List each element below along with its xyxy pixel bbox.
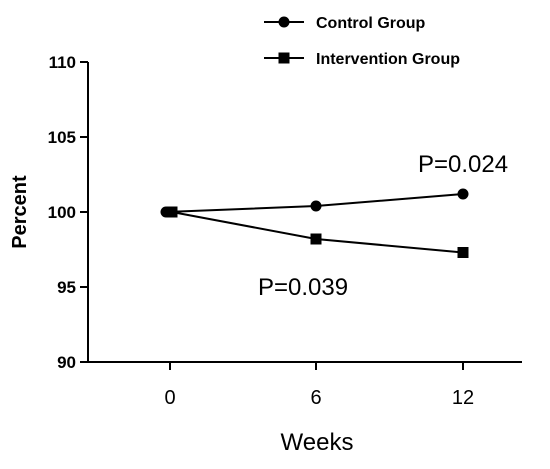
p-value-annotation: P=0.039: [258, 274, 348, 301]
x-axis-title: Weeks: [281, 429, 354, 456]
legend-marker-circle: [278, 16, 290, 28]
p-value-annotation: P=0.024: [418, 151, 508, 178]
data-point-circle: [457, 188, 469, 200]
series-line-intervention-group: [171, 211, 464, 254]
annotations: P=0.024 P=0.039: [258, 151, 508, 301]
y-tick-label: 100: [48, 203, 76, 222]
series-group: [160, 188, 469, 258]
data-point-square: [310, 233, 322, 245]
legend-label: Intervention Group: [316, 51, 460, 68]
legend: Control Group Intervention Group: [264, 15, 460, 68]
y-tick-label: 95: [57, 278, 76, 297]
legend-marker-square: [278, 52, 290, 64]
x-tick-label: 12: [452, 387, 474, 409]
y-tick-label: 105: [48, 128, 76, 147]
x-tick-label: 0: [164, 387, 175, 409]
y-tick-label: 90: [57, 353, 76, 372]
y-tick-label: 110: [49, 53, 76, 72]
data-point-circle: [310, 200, 322, 212]
data-point-square: [457, 247, 469, 258]
x-ticks: 0 6 12: [164, 362, 474, 409]
axes: [87, 62, 522, 363]
legend-label: Control Group: [316, 15, 426, 32]
y-ticks: 90 95 100 105 110: [48, 53, 88, 372]
x-tick-label: 6: [310, 387, 321, 409]
y-axis-title: Percent: [9, 175, 31, 249]
data-point-square: [166, 206, 178, 218]
